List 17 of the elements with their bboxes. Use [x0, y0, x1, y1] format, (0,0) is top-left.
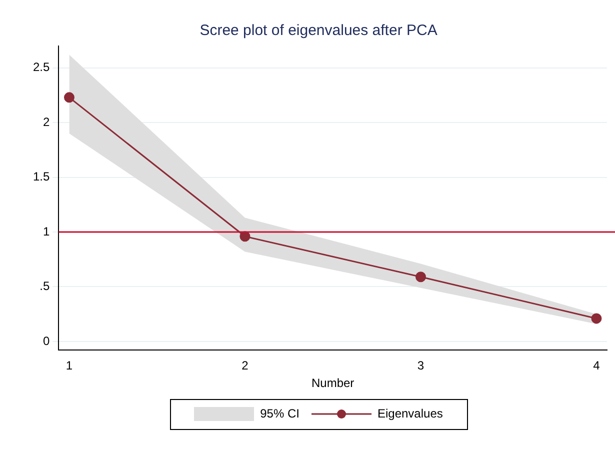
x-tick-label: 3: [417, 358, 424, 373]
point: [64, 92, 74, 103]
x-tick-label: 1: [66, 358, 73, 373]
y-tick-label: 2: [42, 114, 50, 129]
y-tick-label: 1: [42, 224, 50, 238]
text: 95% CI: [260, 406, 300, 420]
y-tick-label: 0: [42, 334, 50, 348]
legend-label: Eigenvalues: [377, 406, 443, 420]
chart-title: Scree plot of eigenvalues after PCA: [200, 22, 438, 40]
x-tick-label: 4: [593, 358, 600, 373]
y-tick-label: .5: [40, 279, 50, 294]
point: [415, 272, 426, 282]
y-tick-label: 2.5: [32, 60, 50, 74]
x-axis-title: Number: [311, 376, 354, 390]
x-tick-label: 2: [242, 358, 249, 373]
point: [591, 313, 602, 324]
y-tick-label: 1.5: [32, 170, 50, 184]
